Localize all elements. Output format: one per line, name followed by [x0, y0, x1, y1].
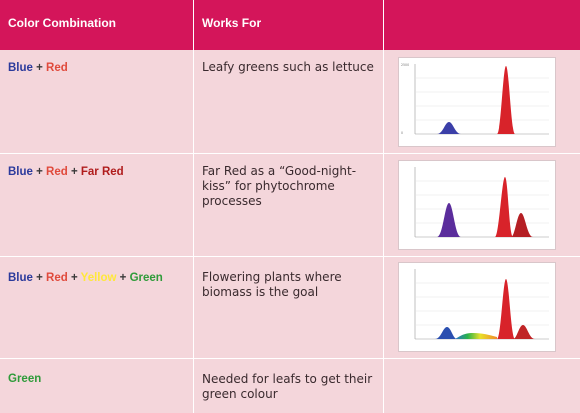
header-chart — [384, 0, 580, 50]
table-header: Color Combination Works For — [0, 0, 580, 50]
row-divider — [0, 358, 580, 359]
svg-text:2500: 2500 — [401, 63, 409, 67]
header-works-for: Works For — [202, 16, 262, 30]
row-divider — [0, 256, 580, 257]
combo-part: Blue — [8, 272, 33, 284]
combo-part: Yellow — [80, 272, 117, 284]
spectrum-chart-row-1: 2500 0 — [398, 57, 556, 147]
combo-part: + — [67, 166, 81, 178]
works-for-row-3: Flowering plants where biomass is the go… — [202, 270, 342, 299]
works-for-row-1: Leafy greens such as lettuce — [202, 60, 374, 74]
column-divider — [193, 0, 194, 413]
works-for-row-4: Needed for leafs to get their green colo… — [202, 372, 373, 401]
combo-row-1: Blue + Red — [8, 62, 68, 74]
works-for-row-2: Far Red as a “Good-night-kiss” for phyto… — [202, 164, 357, 208]
combo-part: Red — [46, 272, 68, 284]
combo-part: + — [116, 272, 130, 284]
spectrum-plot: 2500 0 — [401, 63, 549, 135]
spectrum-chart-row-3 — [398, 262, 556, 352]
spectrum-plot — [414, 167, 549, 238]
svg-text:0: 0 — [401, 131, 403, 135]
header-color-combination: Color Combination — [8, 16, 116, 30]
combo-part: + — [67, 272, 81, 284]
combo-part: Green — [129, 272, 163, 284]
combo-part: + — [32, 272, 47, 284]
column-divider — [383, 0, 384, 413]
combo-part: Red — [46, 62, 68, 74]
spectrum-plot — [414, 269, 549, 340]
combo-part: Far Red — [80, 166, 124, 178]
combo-part: Blue — [8, 62, 33, 74]
combo-row-4: Green — [8, 373, 41, 385]
combo-row-2: Blue + Red + Far Red — [8, 166, 124, 178]
combo-row-3: Blue + Red + Yellow + Green — [8, 272, 163, 284]
combo-part: Red — [46, 166, 68, 178]
spectrum-chart-row-2 — [398, 160, 556, 250]
combo-part: + — [32, 62, 47, 74]
row-divider — [0, 153, 580, 154]
combo-part: Blue — [8, 166, 33, 178]
combo-part: + — [32, 166, 47, 178]
combo-part: Green — [8, 373, 42, 385]
